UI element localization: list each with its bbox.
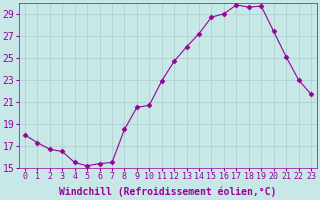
X-axis label: Windchill (Refroidissement éolien,°C): Windchill (Refroidissement éolien,°C) [59, 187, 277, 197]
